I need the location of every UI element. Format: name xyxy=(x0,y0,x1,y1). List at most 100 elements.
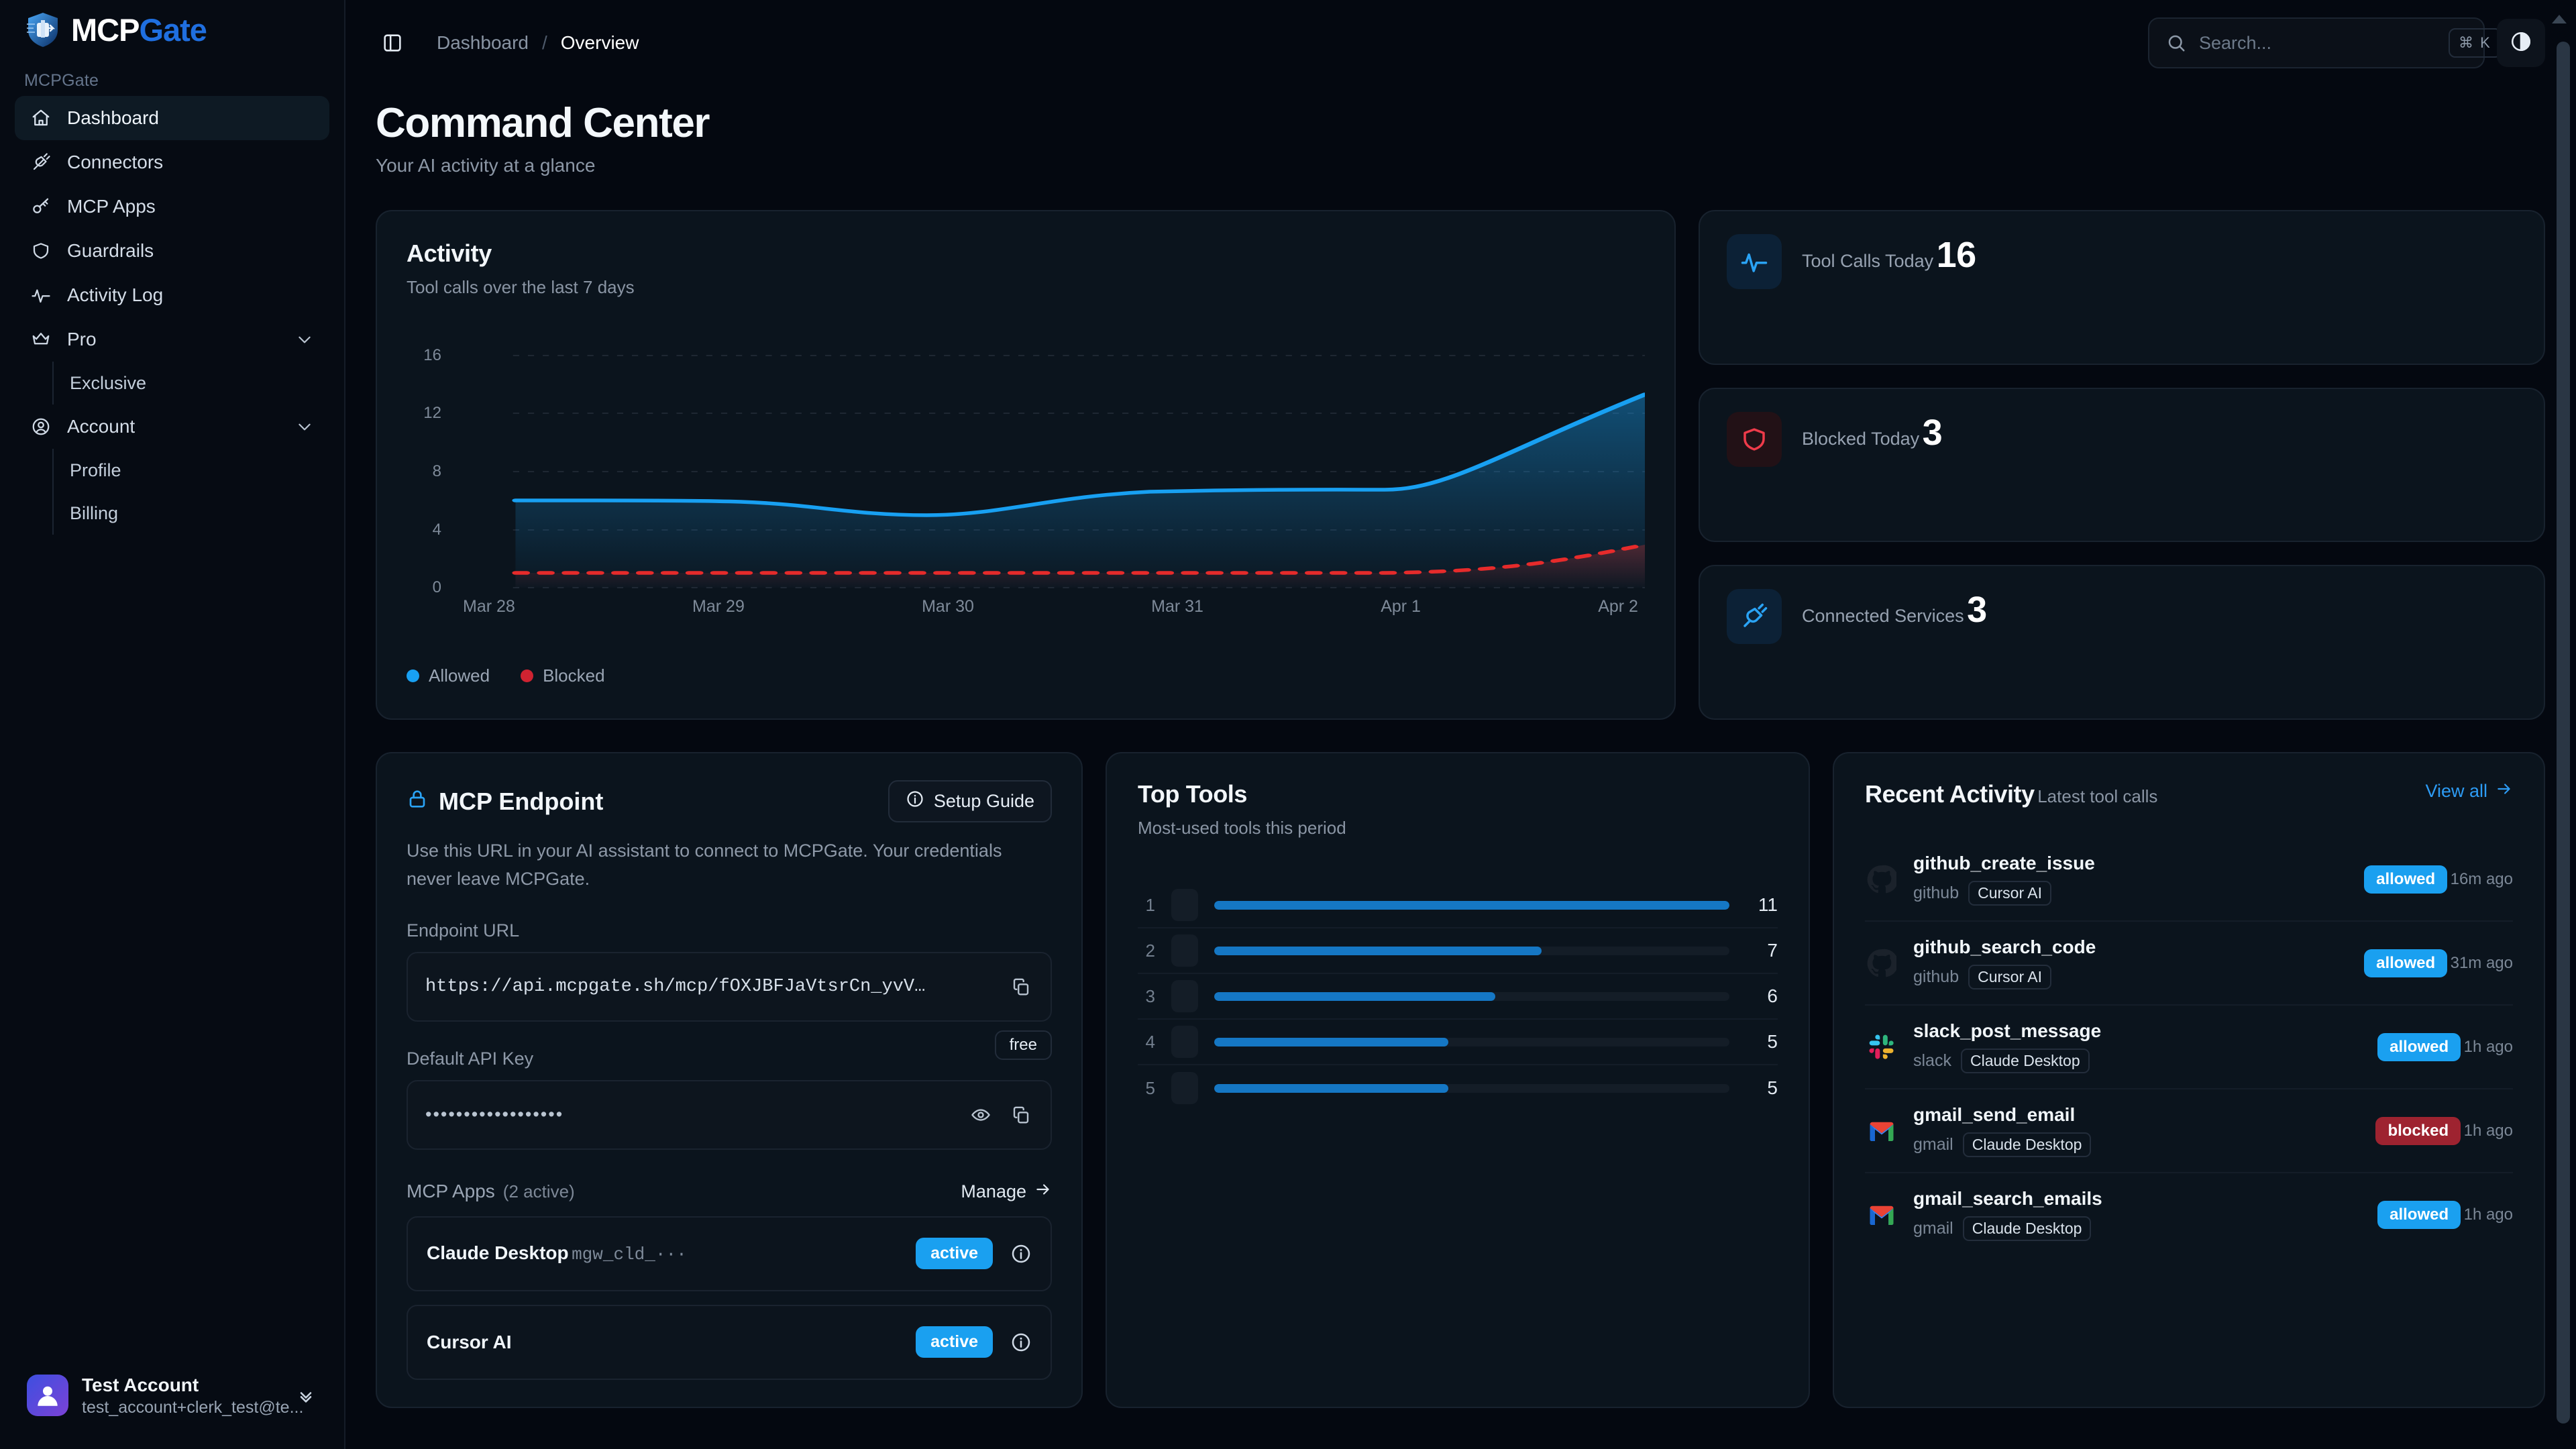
page-header: Command Center Your AI activity at a gla… xyxy=(345,86,2576,176)
api-key-label: Default API Key xyxy=(407,1048,534,1069)
scroll-up-arrow-icon[interactable] xyxy=(2552,15,2567,23)
panel-left-icon[interactable] xyxy=(374,24,411,62)
recent-row-main: slack_post_message slack Claude Desktop xyxy=(1913,1020,2363,1073)
sidebar-item-billing[interactable]: Billing xyxy=(52,492,329,535)
sidebar-item-mcp-apps[interactable]: MCP Apps xyxy=(15,184,329,229)
manage-apps-link[interactable]: Manage xyxy=(961,1181,1052,1203)
legend-dot-blocked xyxy=(521,669,534,682)
sidebar-sub-label: Billing xyxy=(70,502,119,523)
chevrons-up-down-icon[interactable] xyxy=(294,1384,317,1407)
stat-value: 16 xyxy=(1936,235,1977,275)
recent-source: slack xyxy=(1913,1051,1951,1070)
mcp-app-row[interactable]: Cursor AI active xyxy=(407,1304,1052,1380)
recent-row-right: allowed 1h ago xyxy=(2377,1032,2513,1061)
breadcrumb-parent[interactable]: Dashboard xyxy=(437,32,529,53)
info-icon[interactable] xyxy=(1008,1329,1034,1356)
mcp-apps-title: MCP Apps xyxy=(407,1180,495,1201)
top-row: Activity Tool calls over the last 7 days… xyxy=(376,210,2545,720)
recent-activity-card: Recent Activity Latest tool calls View a… xyxy=(1833,752,2545,1408)
tool-rank: 2 xyxy=(1145,940,1155,961)
stat-label: Blocked Today xyxy=(1802,428,1920,449)
tool-value: 5 xyxy=(1767,1077,1778,1098)
chart-plot xyxy=(512,355,1645,588)
sidebar-item-exclusive[interactable]: Exclusive xyxy=(52,362,329,405)
status-badge: allowed xyxy=(2377,1032,2461,1061)
sidebar-group-account[interactable]: Account xyxy=(15,405,329,449)
view-all-link[interactable]: View all xyxy=(2425,780,2513,802)
recent-activity-row[interactable]: github_search_code github Cursor AI allo… xyxy=(1865,922,2513,1006)
recent-row-right: allowed 1h ago xyxy=(2377,1200,2513,1229)
scrollbar-thumb[interactable] xyxy=(2557,42,2570,1424)
search-input[interactable] xyxy=(2199,32,2436,54)
copy-icon[interactable] xyxy=(1006,1100,1036,1130)
setup-guide-button[interactable]: Setup Guide xyxy=(888,780,1052,822)
legend-label: Allowed xyxy=(429,665,490,686)
mcp-apps-count: (2 active) xyxy=(502,1181,575,1201)
sidebar-item-profile[interactable]: Profile xyxy=(52,449,329,492)
sidebar-group-pro[interactable]: Pro xyxy=(15,317,329,362)
sidebar-item-activity-log[interactable]: Activity Log xyxy=(15,273,329,317)
key-icon xyxy=(30,195,52,218)
activity-card: Activity Tool calls over the last 7 days… xyxy=(376,210,1676,720)
x-tick: Apr 2 xyxy=(1598,597,1638,616)
recent-tool-name: github_search_code xyxy=(1913,936,2096,957)
brand-name-part2: Gate xyxy=(139,11,207,48)
x-tick: Apr 1 xyxy=(1381,597,1421,616)
recent-activity-row[interactable]: gmail_search_emails gmail Claude Desktop… xyxy=(1865,1173,2513,1256)
top-tool-row[interactable]: 5 5 xyxy=(1138,1065,1778,1111)
sidebar-user-menu[interactable]: Test Account test_account+clerk_test@te.… xyxy=(15,1362,329,1430)
search-box[interactable]: ⌘ K xyxy=(2148,17,2502,68)
sidebar-item-connectors[interactable]: Connectors xyxy=(15,140,329,184)
info-icon xyxy=(906,790,924,813)
brand-logo[interactable]: MCPGate xyxy=(0,0,344,47)
sidebar-item-dashboard[interactable]: Dashboard xyxy=(15,96,329,140)
eye-icon[interactable] xyxy=(966,1100,996,1130)
chart-x-axis: Mar 28 Mar 29 Mar 30 Mar 31 Apr 1 Apr 2 xyxy=(463,597,1638,616)
chevron-down-icon[interactable] xyxy=(294,329,315,350)
endpoint-url-field[interactable]: https://api.mcpgate.sh/mcp/fOXJBFJaVtsrC… xyxy=(407,951,1052,1022)
recent-app-badge: Claude Desktop xyxy=(1960,1049,2090,1073)
chevron-down-icon[interactable] xyxy=(294,417,315,437)
recent-activity-titles: Recent Activity Latest tool calls xyxy=(1865,780,2157,808)
api-key-label-row: Default API Key free xyxy=(407,1022,1052,1069)
status-badge: active xyxy=(916,1238,993,1270)
sidebar-sub-label: Profile xyxy=(70,460,121,480)
stat-label: Connected Services xyxy=(1802,606,1964,627)
recent-timestamp: 31m ago xyxy=(2450,953,2513,972)
tool-label-placeholder xyxy=(1171,1072,1198,1104)
recent-activity-row[interactable]: slack_post_message slack Claude Desktop … xyxy=(1865,1006,2513,1089)
recent-activity-row[interactable]: gmail_send_email gmail Claude Desktop bl… xyxy=(1865,1089,2513,1173)
sidebar-item-guardrails[interactable]: Guardrails xyxy=(15,229,329,273)
top-tool-row[interactable]: 2 7 xyxy=(1138,928,1778,974)
vertical-scrollbar[interactable] xyxy=(2551,0,2576,1449)
sidebar: MCPGate MCPGate Dashboard Connectors xyxy=(0,0,345,1449)
y-tick-0: 0 xyxy=(432,578,441,596)
recent-app-badge: Claude Desktop xyxy=(1962,1132,2092,1157)
api-key-field[interactable]: •••••••••••••••••• xyxy=(407,1079,1052,1150)
y-tick-4: 4 xyxy=(432,521,441,539)
sidebar-item-label: Guardrails xyxy=(67,240,154,261)
top-tool-row[interactable]: 3 6 xyxy=(1138,974,1778,1020)
plug-icon xyxy=(30,151,52,174)
top-tools-title: Top Tools xyxy=(1138,780,1248,808)
sidebar-item-label: MCP Apps xyxy=(67,196,156,217)
recent-source: github xyxy=(1913,967,1960,986)
top-tool-row[interactable]: 4 5 xyxy=(1138,1020,1778,1065)
stat-value: 3 xyxy=(1967,590,1987,631)
endpoint-url-value: https://api.mcpgate.sh/mcp/fOXJBFJaVtsrC… xyxy=(425,976,926,997)
theme-toggle-button[interactable] xyxy=(2497,19,2545,67)
tool-bar-fill xyxy=(1214,946,1542,955)
recent-source: github xyxy=(1913,883,1960,902)
stat-label: Tool Calls Today xyxy=(1802,251,1934,271)
sidebar-sub-label: Exclusive xyxy=(70,372,147,393)
recent-row-right: blocked 1h ago xyxy=(2375,1116,2513,1145)
top-tool-row[interactable]: 1 11 xyxy=(1138,883,1778,928)
mcp-app-row[interactable]: Claude Desktop mgw_cld_··· active xyxy=(407,1216,1052,1291)
recent-tool-name: gmail_search_emails xyxy=(1913,1188,2102,1209)
copy-icon[interactable] xyxy=(1006,972,1036,1002)
breadcrumb: Dashboard / Overview xyxy=(437,32,639,54)
recent-activity-row[interactable]: github_create_issue github Cursor AI all… xyxy=(1865,838,2513,922)
shield-icon xyxy=(30,239,52,262)
page-title: Command Center xyxy=(376,100,710,146)
info-icon[interactable] xyxy=(1008,1240,1034,1267)
